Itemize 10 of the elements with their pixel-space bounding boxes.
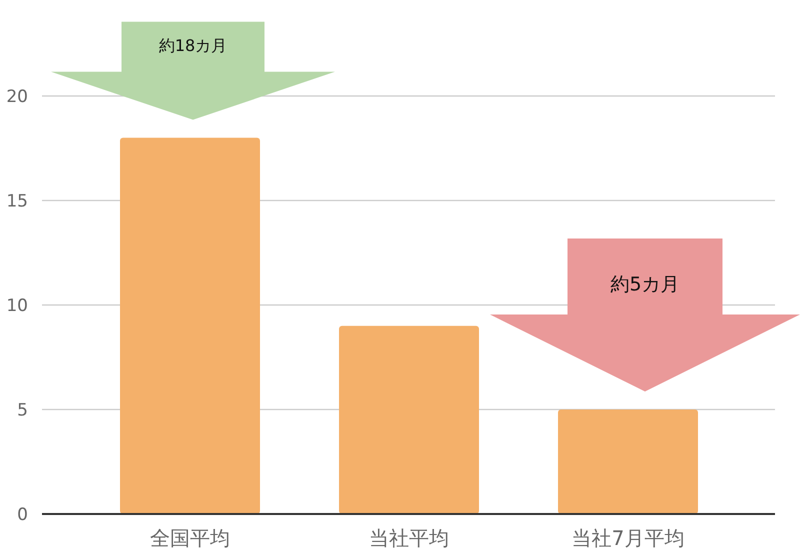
y-tick-label: 5 [17, 400, 28, 420]
annotation: 約5カ月 [610, 274, 680, 296]
x-tick-label: 当社7月平均 [572, 526, 684, 550]
y-tick-label: 0 [17, 505, 28, 525]
y-tick-label: 20 [6, 87, 28, 107]
y-tick-label: 15 [6, 192, 28, 212]
text: 約18カ月 [158, 36, 228, 55]
x-tick-label: 当社平均 [369, 526, 449, 550]
x-tick-label: 全国平均 [150, 526, 230, 550]
y-tick-label: 10 [6, 296, 28, 316]
